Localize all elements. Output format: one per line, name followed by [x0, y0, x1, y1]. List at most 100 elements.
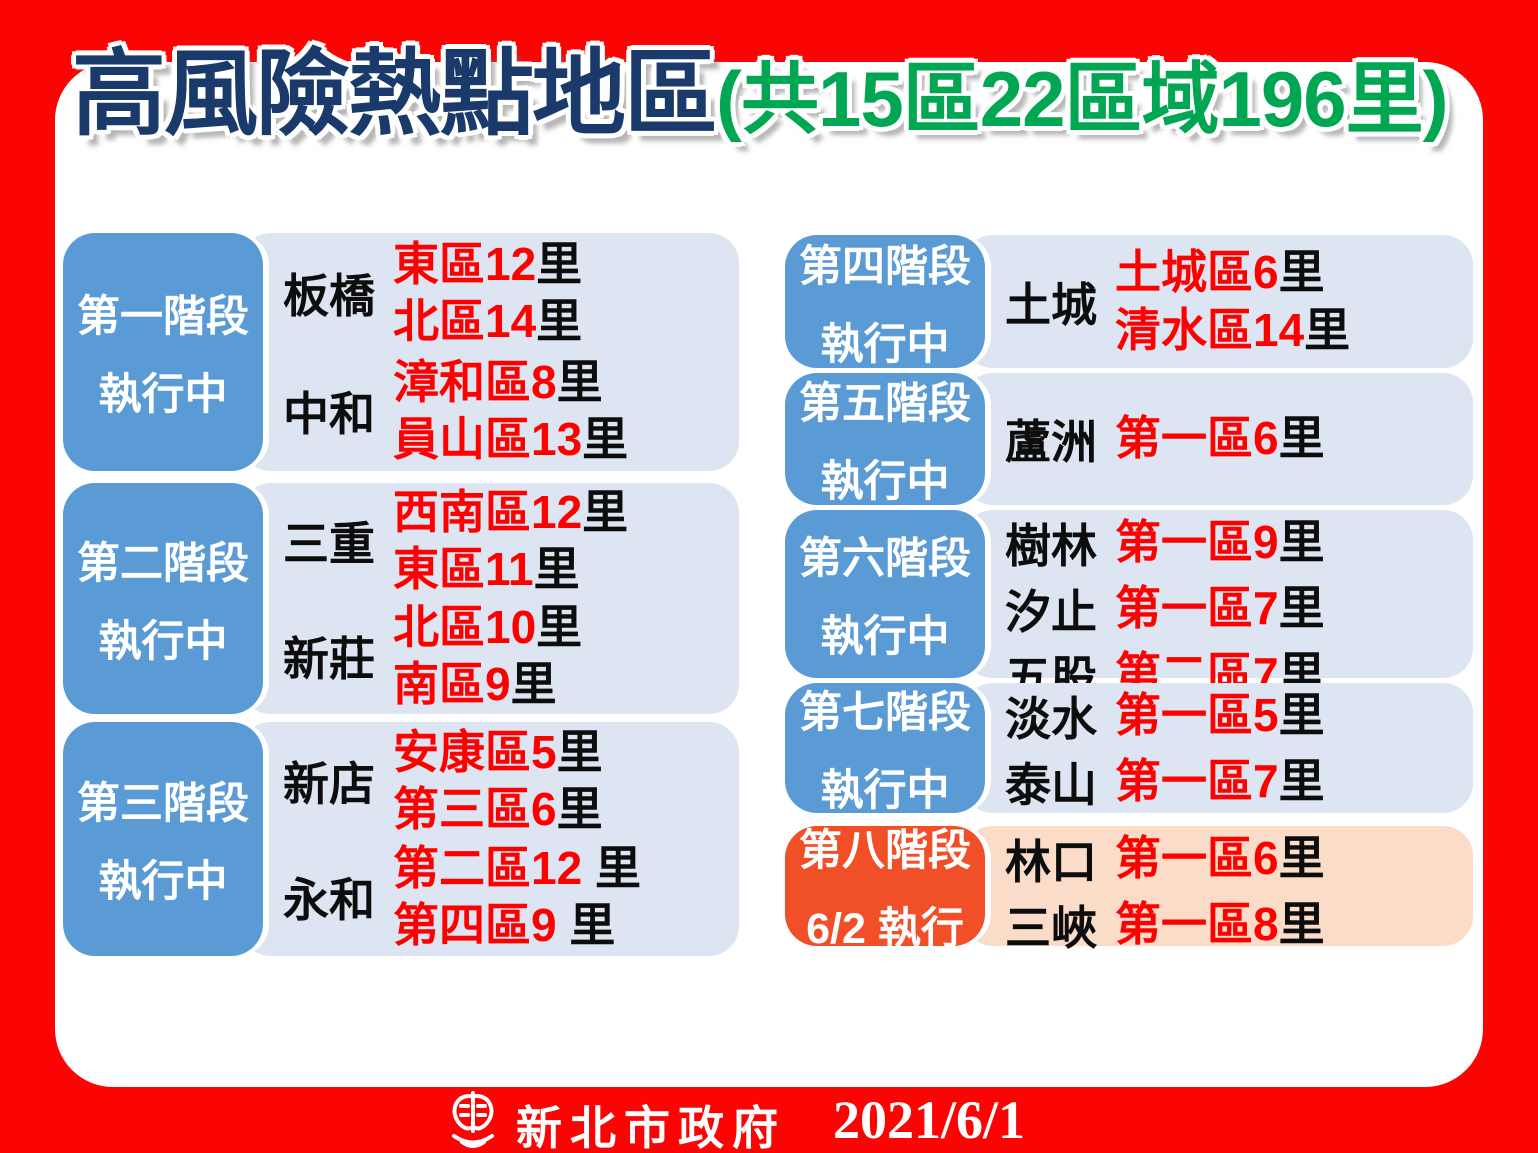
zone-line: 員山區13里 — [393, 411, 628, 468]
zone-line: 北區14里 — [393, 293, 582, 350]
stage-6-label-line1: 第六階段 — [799, 535, 971, 583]
new-taipei-logo-icon — [452, 1091, 494, 1148]
stage-4-label-line1: 第四階段 — [799, 242, 971, 291]
stage-2-card: 第二階段 執行中 三重 西南區12里 東區11里 新莊 北區10里 南區9里 — [63, 483, 739, 714]
date-label: 2021/6/1 — [833, 1090, 1026, 1150]
stage-7-label-line2: 執行中 — [820, 767, 950, 815]
zone-name: 東區12 — [393, 238, 537, 291]
stage-1-panel — [241, 233, 739, 471]
zone-suffix: 里 — [556, 782, 603, 835]
zone-name: 第四區9 — [393, 899, 557, 951]
zone-suffix: 里 — [536, 600, 583, 653]
stage-1-label-line1: 第一階段 — [77, 293, 249, 341]
zone-line: 第一區7里 — [1115, 753, 1325, 810]
zone-name: 第一區5 — [1115, 689, 1279, 742]
zone-line: 第一區5里 — [1115, 687, 1325, 744]
district-group: 泰山 第一區7里 — [1005, 749, 1467, 815]
zone-name: 員山區13 — [393, 412, 583, 465]
zone-name: 清水區14 — [1115, 303, 1305, 356]
zone-name: 第一區6 — [1115, 832, 1279, 885]
zone-suffix: 里 — [1278, 755, 1325, 808]
stage-7-card: 第七階段 執行中 淡水 第一區5里 泰山 第一區7里 — [785, 683, 1473, 815]
zone-name: 第二區12 — [393, 841, 583, 894]
district-group: 中和 漳和區8里 員山區13里 — [283, 354, 733, 468]
zone-line: 第一區7里 — [1115, 580, 1325, 637]
zone-suffix: 里 — [536, 295, 583, 348]
zone-suffix: 里 — [1278, 689, 1325, 742]
zone-line: 土城區6里 — [1115, 244, 1350, 301]
stage-8-panel — [963, 826, 1473, 946]
zone-name: 第一區8 — [1115, 898, 1279, 951]
zone-suffix: 里 — [1278, 898, 1325, 951]
zone-line: 東區12里 — [393, 236, 582, 293]
stage-5-label-line1: 第五階段 — [799, 380, 971, 428]
district-group: 永和 第二區12 里 第四區9 里 — [283, 840, 733, 954]
district-group: 三峽 第一區8里 — [1005, 892, 1467, 958]
zone-name: 東區11 — [393, 542, 534, 595]
district-name: 淡水 — [1005, 693, 1097, 745]
district-group: 樹林 第一區9里 — [1005, 510, 1467, 576]
zone-suffix: 里 — [582, 412, 629, 465]
zone-lines: 北區10里 南區9里 — [393, 599, 582, 713]
zone-suffix: 里 — [533, 542, 580, 595]
district-name: 三重 — [283, 517, 375, 570]
district-name: 泰山 — [1005, 759, 1097, 811]
stage-4-label-line2: 執行中 — [820, 320, 950, 369]
stage-7-label-line1: 第七階段 — [799, 689, 971, 737]
zone-suffix: 里 — [582, 485, 629, 538]
stage-3-label-line2: 執行中 — [98, 858, 228, 906]
zone-line: 北區10里 — [393, 599, 582, 656]
stage-1-card: 第一階段 執行中 板橋 東區12里 北區14里 中和 漳和區8里 員山區13里 — [63, 233, 739, 471]
zone-lines: 西南區12里 東區11里 — [393, 484, 628, 598]
district-name: 林口 — [1005, 836, 1097, 888]
stage-5-card: 第五階段 執行中 蘆洲 第一區6里 — [785, 373, 1473, 506]
footer-org: 新北市政府 New Taipei City Government — [516, 1092, 786, 1153]
stage-6-content: 樹林 第一區9里 汐止 第一區7里 五股 第二區7里 — [991, 510, 1467, 704]
zone-suffix: 里 — [1278, 412, 1325, 465]
district-group: 新莊 北區10里 南區9里 — [283, 599, 733, 713]
zone-suffix: 里 — [1304, 303, 1351, 356]
district-name: 永和 — [283, 874, 375, 926]
district-name: 蘆洲 — [1005, 416, 1097, 468]
stage-5-label: 第五階段 執行中 — [785, 373, 985, 506]
zone-line: 第一區8里 — [1115, 896, 1325, 953]
zone-name: 第一區7 — [1115, 582, 1279, 635]
stage-8-content: 林口 第一區6里 三峽 第一區8里 — [991, 826, 1467, 954]
district-name: 中和 — [283, 387, 375, 440]
stage-3-label-line1: 第三階段 — [77, 780, 249, 828]
district-group: 三重 西南區12里 東區11里 — [283, 484, 733, 598]
stage-3-panel — [241, 722, 739, 956]
zone-line: 第三區6里 — [393, 781, 603, 838]
stage-6-label-line2: 執行中 — [820, 613, 950, 661]
stage-8-card: 第八階段 6/2 執行 林口 第一區6里 三峽 第一區8里 — [785, 826, 1473, 954]
district-name: 板橋 — [283, 270, 375, 323]
zone-name: 第一區9 — [1115, 516, 1279, 569]
title-main: 高風險熱點地區 — [72, 41, 718, 146]
zone-suffix: 里 — [510, 658, 557, 710]
zone-lines: 土城區6里 清水區14里 — [1115, 244, 1350, 358]
stage-8-label: 第八階段 6/2 執行 — [785, 826, 985, 953]
page-title: 高風險熱點地區(共15區22區域196里) — [72, 18, 1449, 154]
stage-8-label-line1: 第八階段 — [799, 827, 971, 875]
district-name: 新莊 — [283, 633, 375, 685]
stage-4-panel — [963, 235, 1473, 368]
stage-4-label: 第四階段 執行中 — [785, 235, 985, 369]
zone-lines: 漳和區8里 員山區13里 — [393, 354, 628, 468]
district-group: 板橋 東區12里 北區14里 — [283, 236, 733, 350]
zone-suffix: 里 — [582, 841, 641, 894]
zone-line: 第一區6里 — [1115, 830, 1325, 887]
stage-2-label-line1: 第二階段 — [77, 539, 249, 588]
stage-4-content: 土城 土城區6里 清水區14里 — [991, 235, 1467, 368]
zone-name: 安康區5 — [393, 725, 557, 778]
zone-line: 東區11里 — [393, 541, 628, 598]
org-name-zh: 新北市政府 — [516, 1103, 786, 1153]
stage-2-panel — [241, 483, 739, 714]
stage-2-label: 第二階段 執行中 — [63, 483, 263, 714]
zone-name: 北區10 — [393, 600, 537, 653]
zone-name: 南區9 — [393, 658, 511, 710]
zone-suffix: 里 — [1278, 582, 1325, 635]
stage-6-panel — [963, 510, 1473, 678]
zone-line: 第二區12 里 — [393, 840, 641, 897]
zone-line: 西南區12里 — [393, 484, 628, 541]
